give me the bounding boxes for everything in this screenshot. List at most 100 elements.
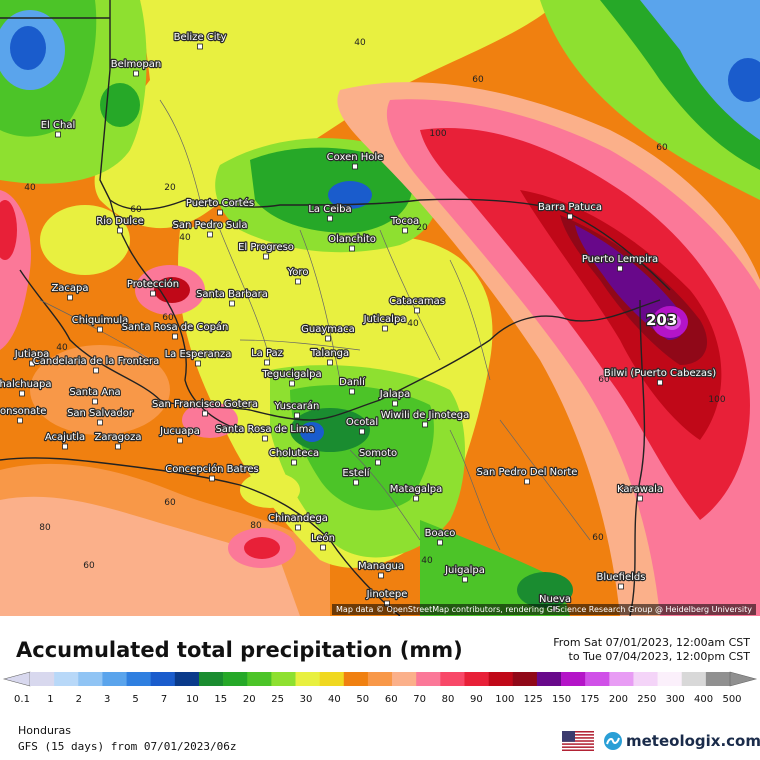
contour-value-label: 40 [179,233,191,243]
precip-max-pacific-core [244,537,280,559]
time-period: From Sat 07/01/2023, 12:00am CST to Tue … [553,636,750,664]
precip-field-west-red [0,200,17,260]
city-dot [325,335,331,342]
legend-tick-label: 7 [161,694,167,705]
legend-swatch [126,672,151,686]
city-marker: Santa Rosa de Copán [120,320,230,340]
city-label: Santa Ana [69,387,120,398]
city-label: San Salvador [67,408,134,419]
city-marker: Estelí [341,466,372,486]
precip-field-caribbean-125 [520,190,722,440]
city-marker: Bluefields [595,571,647,590]
city-label: Chiquimula [72,315,129,326]
legend-swatch [585,672,610,686]
city-marker: Santa Ana [68,386,122,405]
legend-swatch [295,672,320,686]
precipitation-map[interactable]: 40 60 100 40 40 40 60 60 20 60 100 60 80 80 60 40 40 60 60… [0,0,760,616]
legend-swatch [536,672,562,686]
city-dot [117,227,123,234]
city-dot [414,307,420,314]
city-label: Talanga [310,348,349,359]
city-marker: Jalapa [378,388,411,407]
city-marker: Santa Rosa de Lima [214,423,316,442]
region-name: Honduras [18,724,71,737]
city-dot [637,495,643,502]
city-marker: Catacamas [388,295,446,314]
legend-swatch [392,672,417,686]
city-label: La Paz [251,348,283,359]
city-label: Jinotepe [366,589,408,600]
city-dot [378,572,384,579]
contour-value-label: 60 [130,205,142,215]
legend-tick-label: 250 [637,694,656,705]
us-flag-icon[interactable] [562,731,594,751]
city-dot [402,227,408,234]
city-dot [618,583,624,590]
map-attribution[interactable]: Map data © OpenStreetMap contributors, r… [332,604,756,615]
precip-field-ceiba-blue [328,181,372,209]
contour-value-label: 40 [56,343,68,353]
legend-tick-label: 20 [243,694,256,705]
legend-swatch [561,672,586,686]
legend-tick-label: 90 [470,694,483,705]
city-label: Coxen Hole [327,152,384,163]
brand-name: meteologix.com [626,732,760,750]
precip-field-caribbean-100 [420,128,750,520]
meteologix-logo[interactable]: meteologix.com [603,729,760,753]
city-dot [320,544,326,551]
precip-field-north-yellow [94,0,561,229]
map-title: Accumulated total precipitation (mm) [16,638,463,662]
legend-tick-label: 25 [271,694,284,705]
city-label: Sonsonate [0,406,46,417]
city-dot [462,576,468,583]
legend-swatch [705,672,731,686]
legend-tick-label: 150 [552,694,571,705]
legend-swatch [30,672,55,686]
map-footer: Accumulated total precipitation (mm) Fro… [0,616,760,760]
city-label: Danlí [339,376,366,388]
meteologix-logo-icon [604,732,622,750]
legend-tick-label: 500 [722,694,741,705]
contour-value-label: 40 [354,38,366,48]
legend-arrow-high [729,671,758,687]
city-dot [229,300,235,307]
city-dot [437,539,443,546]
city-label: Jutiapa [14,349,50,360]
city-marker: San Pedro Del Norte [475,466,579,485]
city-dot [62,443,68,450]
legend-swatch [512,672,538,686]
admin-borders [39,99,591,551]
city-dot [195,360,201,367]
city-label: Juigalpa [444,565,485,576]
city-dot [202,410,208,417]
city-marker: Jucuapa [158,425,201,444]
city-label: Protección [127,278,179,290]
city-label: Managua [358,561,404,572]
legend-swatch [78,672,103,686]
period-to: to Tue 07/04/2023, 12:00pm CST [568,650,751,663]
city-dot [197,43,203,50]
contour-value-label: 60 [472,75,484,85]
city-marker: El Progreso [237,241,295,260]
city-dot [150,290,156,297]
city-label: Chalchuapa [0,379,52,390]
period-from: From Sat 07/01/2023, 12:00am CST [553,636,750,649]
city-dot [524,478,530,485]
city-label: Ocotal [346,417,378,428]
legend-swatch [464,672,489,686]
city-dot [349,388,355,395]
legend-swatch [223,672,248,686]
city-label: Estelí [342,467,370,479]
city-marker: Jutiapa [13,348,50,367]
city-marker: La Esperanza [163,348,233,367]
city-label: Belize City [174,32,227,43]
contour-value-label: 60 [162,313,174,323]
legend-swatch [609,672,634,686]
city-label: Catacamas [389,296,445,307]
city-dot [207,231,213,238]
city-marker: San Salvador [66,407,135,426]
city-label: Belmopan [111,59,161,70]
precip-field-pacific-80 [0,496,300,616]
city-dot [382,325,388,332]
legend-swatch [367,672,393,686]
